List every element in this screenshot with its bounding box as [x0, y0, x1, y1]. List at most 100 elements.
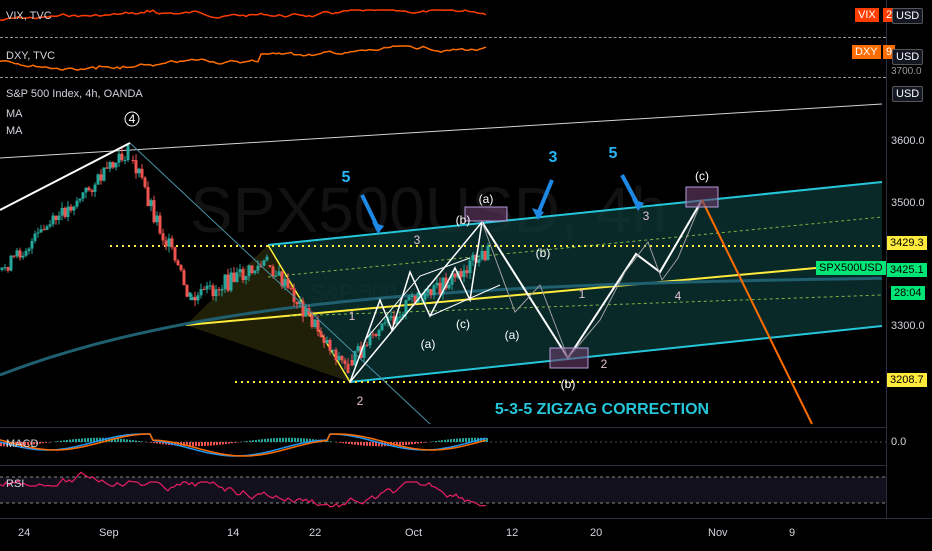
macd-histogram-bar [219, 442, 221, 445]
countdown-badge: 28:04 [891, 286, 925, 300]
candle-body [221, 289, 224, 290]
macd-histogram-bar [300, 438, 302, 442]
candle-body [10, 256, 13, 271]
macd-title: MACD [6, 438, 38, 450]
blue-wave-label: 3 [549, 149, 558, 166]
dxy-line-svg [0, 38, 886, 76]
wave-label-a-top: (a) [479, 192, 494, 206]
candle-body [85, 188, 88, 193]
candle-body [144, 178, 147, 187]
candle-body [91, 190, 94, 192]
main-currency-button[interactable]: USD [892, 86, 923, 102]
ma-indicator-2[interactable]: MA [6, 125, 23, 137]
candle-body [248, 265, 251, 276]
candle-body [43, 229, 46, 230]
price-tick: 3300.0 [891, 320, 925, 332]
dxy-currency-button[interactable]: USD [892, 49, 923, 65]
macd-histogram-bar [303, 438, 305, 442]
macd-histogram-bar [270, 438, 272, 442]
macd-pane[interactable]: MACD [0, 428, 886, 464]
macd-histogram-bar [414, 442, 416, 444]
dxy-tag: DXY [852, 45, 881, 59]
main-title: S&P 500 Index, 4h, OANDA [6, 88, 143, 100]
wave-label-1-right: 1 [579, 287, 586, 301]
candle-body [61, 208, 64, 216]
candle-body [121, 154, 124, 160]
time-tick: 22 [309, 527, 321, 539]
macd-histogram-bar [441, 440, 443, 442]
candle-body [317, 320, 320, 332]
candle-body [194, 297, 197, 300]
symbol-badge: SPX500USD [816, 261, 886, 275]
macd-histogram-bar [225, 442, 227, 444]
candle-body [278, 271, 281, 275]
candle-body [124, 160, 127, 161]
wave-label-3-right: 3 [643, 209, 650, 223]
candle-body [487, 246, 490, 260]
macd-histogram-bar [360, 442, 362, 445]
macd-histogram-bar [363, 442, 365, 446]
time-tick: 12 [506, 527, 518, 539]
candle-body [37, 232, 40, 233]
rsi-pane[interactable]: RSI [0, 466, 886, 518]
vix-pane[interactable]: VIX, TVC [0, 0, 886, 36]
macd-histogram-bar [366, 442, 368, 446]
macd-histogram-bar [213, 442, 215, 445]
vix-line [0, 10, 486, 20]
macd-histogram-bar [357, 442, 359, 445]
macd-histogram-bar [411, 442, 413, 444]
macd-histogram-bar [153, 442, 155, 443]
macd-histogram-bar [135, 441, 137, 442]
candle-body [424, 293, 427, 300]
candle-body [236, 272, 239, 282]
candle-body [19, 250, 22, 257]
candle-body [135, 160, 138, 173]
candle-body [430, 289, 433, 295]
main-price-pane[interactable]: SPX500USD, 4hS&P 500 Index4(a)(b)(b)(c)(… [0, 78, 886, 426]
dxy-pane[interactable]: DXY, TVC [0, 38, 886, 76]
macd-histogram-bar [120, 439, 122, 442]
time-tick: 14 [227, 527, 239, 539]
candle-body [296, 302, 299, 304]
macd-histogram-bar [198, 442, 200, 446]
candle-body [49, 224, 52, 226]
candle-body [257, 266, 260, 271]
candle-body [481, 251, 484, 259]
macd-histogram-bar [276, 438, 278, 442]
ma-indicator-1[interactable]: MA [6, 108, 23, 120]
macd-histogram-bar [288, 438, 290, 442]
candle-body [366, 345, 369, 346]
rsi-band [0, 477, 886, 503]
macd-histogram-bar [291, 438, 293, 442]
macd-histogram-bar [330, 441, 332, 442]
candle-body [97, 174, 100, 184]
candle-body [227, 275, 230, 291]
macd-histogram-bar [138, 441, 140, 442]
macd-histogram-bar [255, 440, 257, 442]
macd-histogram-bar [216, 442, 218, 445]
vix-currency-button[interactable]: USD [892, 8, 923, 24]
macd-histogram-bar [267, 439, 269, 442]
target-box-c [686, 187, 718, 207]
candle-body [484, 251, 487, 260]
wave-label-2-low: 2 [357, 394, 364, 408]
macd-histogram-bar [348, 442, 350, 444]
candle-body [215, 289, 218, 296]
candle-body [73, 207, 76, 211]
macd-histogram-bar [231, 442, 233, 443]
macd-histogram-bar [195, 442, 197, 446]
macd-histogram-bar [249, 441, 251, 442]
cropped-price-tick: 3700.0 [891, 66, 922, 77]
candle-body [433, 285, 436, 295]
candle-body [186, 285, 189, 297]
candle-body [46, 226, 49, 230]
macd-histogram-bar [60, 441, 62, 442]
candle-body [233, 273, 236, 282]
candle-body [411, 296, 414, 297]
candle-body [106, 167, 109, 168]
macd-histogram-bar [372, 442, 374, 446]
candle-body [171, 238, 174, 247]
wave-label-b-mid: (b) [536, 246, 551, 260]
macd-histogram-bar [234, 442, 236, 443]
